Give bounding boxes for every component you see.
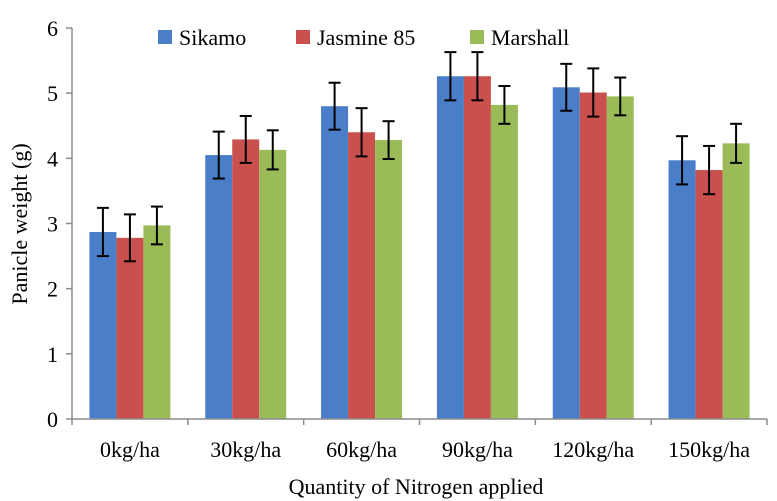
bar: [695, 170, 723, 419]
bar: [143, 225, 171, 419]
bars: [89, 76, 750, 420]
y-tick-label: 6: [47, 16, 58, 41]
x-tick-label: 60kg/ha: [326, 437, 397, 462]
y-tick-labels: 0 1 2 3 4 5 6: [47, 16, 58, 432]
x-tick-labels: 0kg/ha 30kg/ha 60kg/ha 90kg/ha 120kg/ha 150kg…: [100, 437, 750, 462]
y-tick-label: 2: [47, 277, 58, 302]
bar: [116, 237, 144, 419]
bar: [205, 155, 233, 419]
x-tick-label: 30kg/ha: [210, 437, 281, 462]
legend-swatch: [158, 30, 172, 44]
bar: [259, 149, 287, 419]
legend-label: Marshall: [491, 25, 569, 50]
y-tick-label: 4: [47, 146, 58, 171]
bar: [490, 104, 518, 419]
bar: [668, 160, 696, 419]
bar: [436, 76, 464, 420]
y-tick-label: 1: [47, 342, 58, 367]
x-tick-label: 150kg/ha: [668, 437, 750, 462]
y-tick-label: 3: [47, 212, 58, 237]
bar: [463, 76, 491, 420]
bar: [89, 231, 117, 419]
bar: [552, 87, 580, 419]
x-axis-title: Quantity of Nitrogen applied: [289, 474, 544, 499]
bar: [375, 140, 403, 419]
y-tick-label: 0: [47, 407, 58, 432]
y-tick-label: 5: [47, 81, 58, 106]
legend-label: Sikamo: [179, 25, 246, 50]
x-tick-label: 120kg/ha: [552, 437, 634, 462]
error-bars: [96, 51, 743, 263]
bar: [722, 143, 750, 419]
bar: [232, 139, 260, 419]
legend-swatch: [296, 30, 310, 44]
y-axis-title: Panicle weight (g): [7, 143, 32, 304]
legend-swatch: [470, 30, 484, 44]
x-tick-label: 90kg/ha: [442, 437, 513, 462]
axes: [66, 27, 768, 425]
bar: [579, 92, 607, 419]
legend-label: Jasmine 85: [317, 25, 415, 50]
bar: [348, 132, 376, 419]
bar: [606, 96, 634, 420]
bar: [321, 106, 349, 419]
legend: Sikamo Jasmine 85 Marshall: [158, 25, 569, 50]
x-tick-label: 0kg/ha: [100, 437, 160, 462]
